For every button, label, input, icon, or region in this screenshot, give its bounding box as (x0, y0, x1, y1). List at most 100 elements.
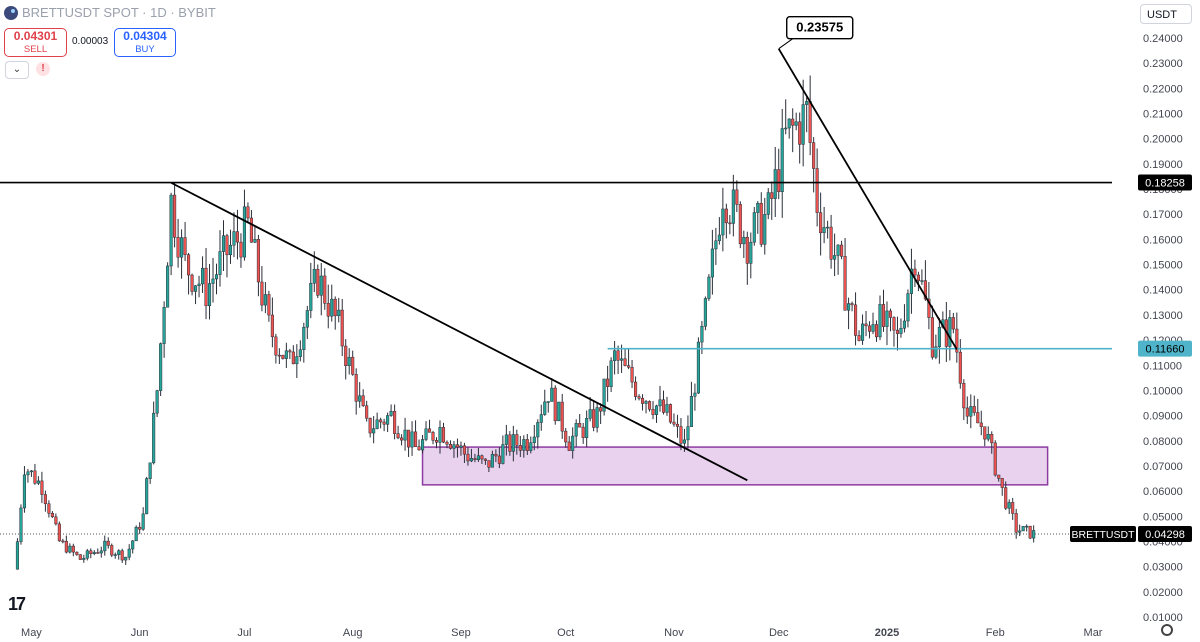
candle-down (333, 298, 337, 317)
x-tick-label: Sep (451, 627, 471, 639)
candle-down (351, 356, 355, 375)
x-tick-label: Dec (769, 627, 789, 639)
candle-up (501, 444, 505, 464)
candle-down (661, 399, 666, 413)
candle-up (644, 401, 648, 404)
candle-up (532, 436, 536, 443)
candle-up (878, 304, 882, 338)
candle-down (599, 407, 603, 412)
candle-down (267, 294, 271, 316)
candle-up (36, 480, 40, 484)
candle-up (490, 454, 494, 468)
y-tick-label: 0.17000 (1143, 209, 1183, 221)
candle-up (752, 212, 756, 243)
collapse-chevron-icon[interactable]: ⌄ (5, 61, 29, 79)
candle-up (218, 251, 222, 275)
candle-up (906, 293, 910, 322)
candle-down (89, 550, 93, 555)
candle-down (850, 303, 854, 306)
warning-icon[interactable]: ! (36, 62, 50, 76)
candle-up (99, 550, 103, 554)
current-price-bg (1138, 525, 1192, 542)
settings-gear-icon[interactable] (1161, 624, 1173, 636)
candle-down (183, 237, 187, 255)
candle-up (847, 303, 851, 311)
candle-down (427, 428, 432, 433)
x-tick-label: Feb (986, 627, 1005, 639)
candle-up (784, 127, 788, 130)
candle-up (197, 283, 201, 286)
candle-down (120, 550, 124, 561)
candle-down (812, 142, 816, 169)
candle-up (207, 283, 212, 307)
candle-down (627, 365, 631, 368)
brett-logo-icon (4, 5, 18, 20)
candle-up (860, 323, 865, 341)
y-tick-label: 0.06000 (1143, 486, 1183, 498)
candle-up (82, 557, 86, 560)
price-axis[interactable]: 0.010000.020000.030000.040000.050000.060… (1070, 33, 1192, 624)
sell-button[interactable]: 0.04301 SELL (4, 28, 67, 57)
candle-down (888, 310, 893, 318)
candle-up (92, 552, 96, 555)
candle-up (836, 244, 840, 256)
currency-selector[interactable]: USDT (1140, 4, 1192, 24)
candle-up (148, 462, 152, 479)
overlays-layer: 0.23575 (0, 15, 1112, 535)
candle-down (441, 427, 446, 443)
candle-up (263, 294, 267, 306)
candle-down (270, 314, 274, 338)
candle-down (462, 445, 466, 455)
candle-up (295, 356, 299, 365)
candle-down (606, 378, 610, 387)
candle-up (305, 310, 309, 328)
candle-up (232, 231, 236, 246)
candle-down (843, 256, 847, 311)
candle-up (113, 554, 117, 556)
candle-down (962, 383, 966, 409)
candle-down (745, 236, 749, 264)
candle-down (407, 429, 411, 448)
candle-up (211, 278, 215, 284)
candle-down (630, 366, 634, 383)
candle-down (466, 453, 470, 462)
candle-down (927, 298, 931, 318)
candle-down (50, 512, 54, 518)
candle-up (410, 431, 414, 448)
candle-up (141, 513, 145, 530)
candle-up (309, 283, 313, 311)
y-tick-label: 0.13000 (1143, 310, 1183, 322)
candle-down (1014, 513, 1018, 533)
candle-up (347, 356, 351, 366)
x-tick-label: Mar (1084, 627, 1103, 639)
candle-up (766, 192, 770, 215)
candle-up (780, 128, 784, 192)
candle-up (731, 189, 735, 224)
candle-up (452, 444, 456, 449)
candle-up (602, 378, 606, 412)
candle-up (686, 426, 690, 441)
candle-down (434, 440, 439, 443)
candle-up (714, 240, 718, 250)
candle-down (106, 540, 110, 546)
candle-up (585, 418, 589, 438)
candle-down (553, 387, 557, 422)
buy-button[interactable]: 0.04304 BUY (114, 28, 176, 57)
candle-up (124, 556, 128, 561)
candle-down (913, 268, 917, 276)
x-tick-label: Jun (131, 627, 149, 639)
candle-down (1028, 525, 1032, 539)
candle-down (382, 421, 386, 425)
candle-down (400, 437, 404, 441)
time-axis[interactable]: May Jun Jul Aug Sep Oct Nov Dec 2025 Feb Mar (21, 627, 1103, 639)
candle-down (623, 358, 627, 366)
candle-up (15, 541, 20, 570)
candle-up (805, 101, 809, 105)
candle-down (515, 434, 519, 446)
candle-down (473, 458, 477, 460)
candle-up (700, 326, 704, 343)
candle-down (138, 526, 142, 530)
candle-down (679, 426, 683, 444)
candle-up (253, 239, 257, 243)
